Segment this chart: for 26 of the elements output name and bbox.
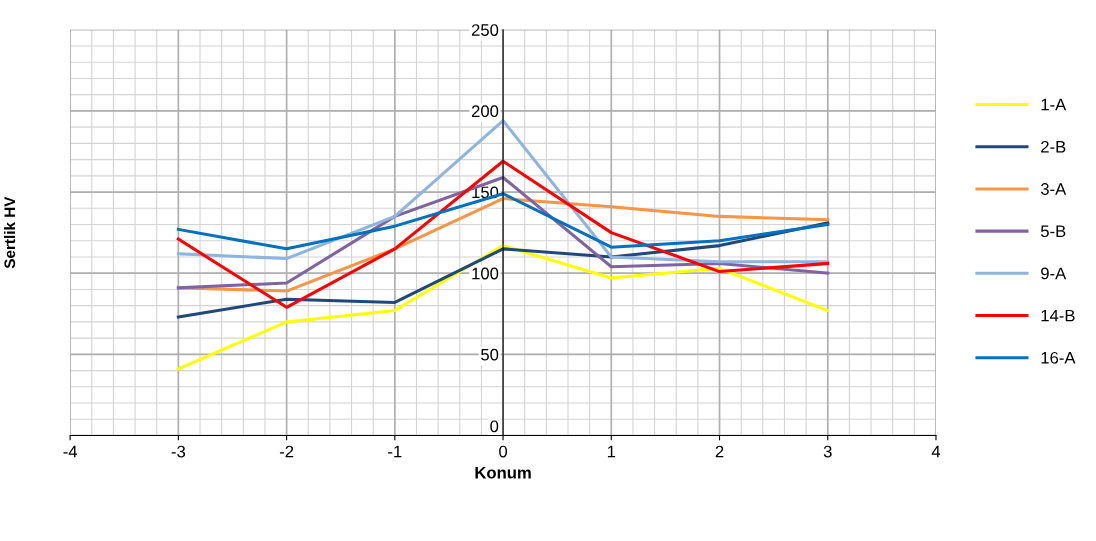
x-tick-label: -1 — [388, 445, 402, 458]
y-axis-title: Sertlik HV — [3, 196, 16, 269]
x-tick-label: 3 — [823, 445, 832, 458]
line-series — [176, 159, 830, 309]
legend-label: 16-A — [1041, 351, 1076, 364]
y-tick-label: 50 — [481, 348, 499, 361]
x-tick-label: 1 — [607, 445, 616, 458]
x-axis-title: Konum — [475, 466, 531, 479]
line-series — [176, 244, 830, 371]
legend-label: 1-A — [1041, 98, 1067, 111]
y-tick-label: 200 — [471, 105, 499, 118]
y-tick-label: 100 — [472, 267, 499, 280]
x-tick-label: 4 — [931, 445, 941, 458]
legend-label: 5-B — [1040, 225, 1066, 238]
y-tick-label: 250 — [471, 24, 499, 36]
x-tick-label: 2 — [715, 445, 724, 458]
legend-label: 3-A — [1040, 183, 1067, 195]
legend-label: 14-B — [1041, 309, 1075, 322]
legend-label: 2-B — [1041, 140, 1066, 153]
y-tick-label: 0 — [490, 420, 499, 433]
legend-label: 9-A — [1041, 267, 1067, 280]
x-tick-label: -4 — [63, 445, 78, 458]
x-tick-label: 0 — [499, 445, 508, 458]
line-series — [176, 119, 830, 264]
x-tick-label: -3 — [171, 445, 186, 458]
x-tick-label: -2 — [279, 445, 294, 458]
